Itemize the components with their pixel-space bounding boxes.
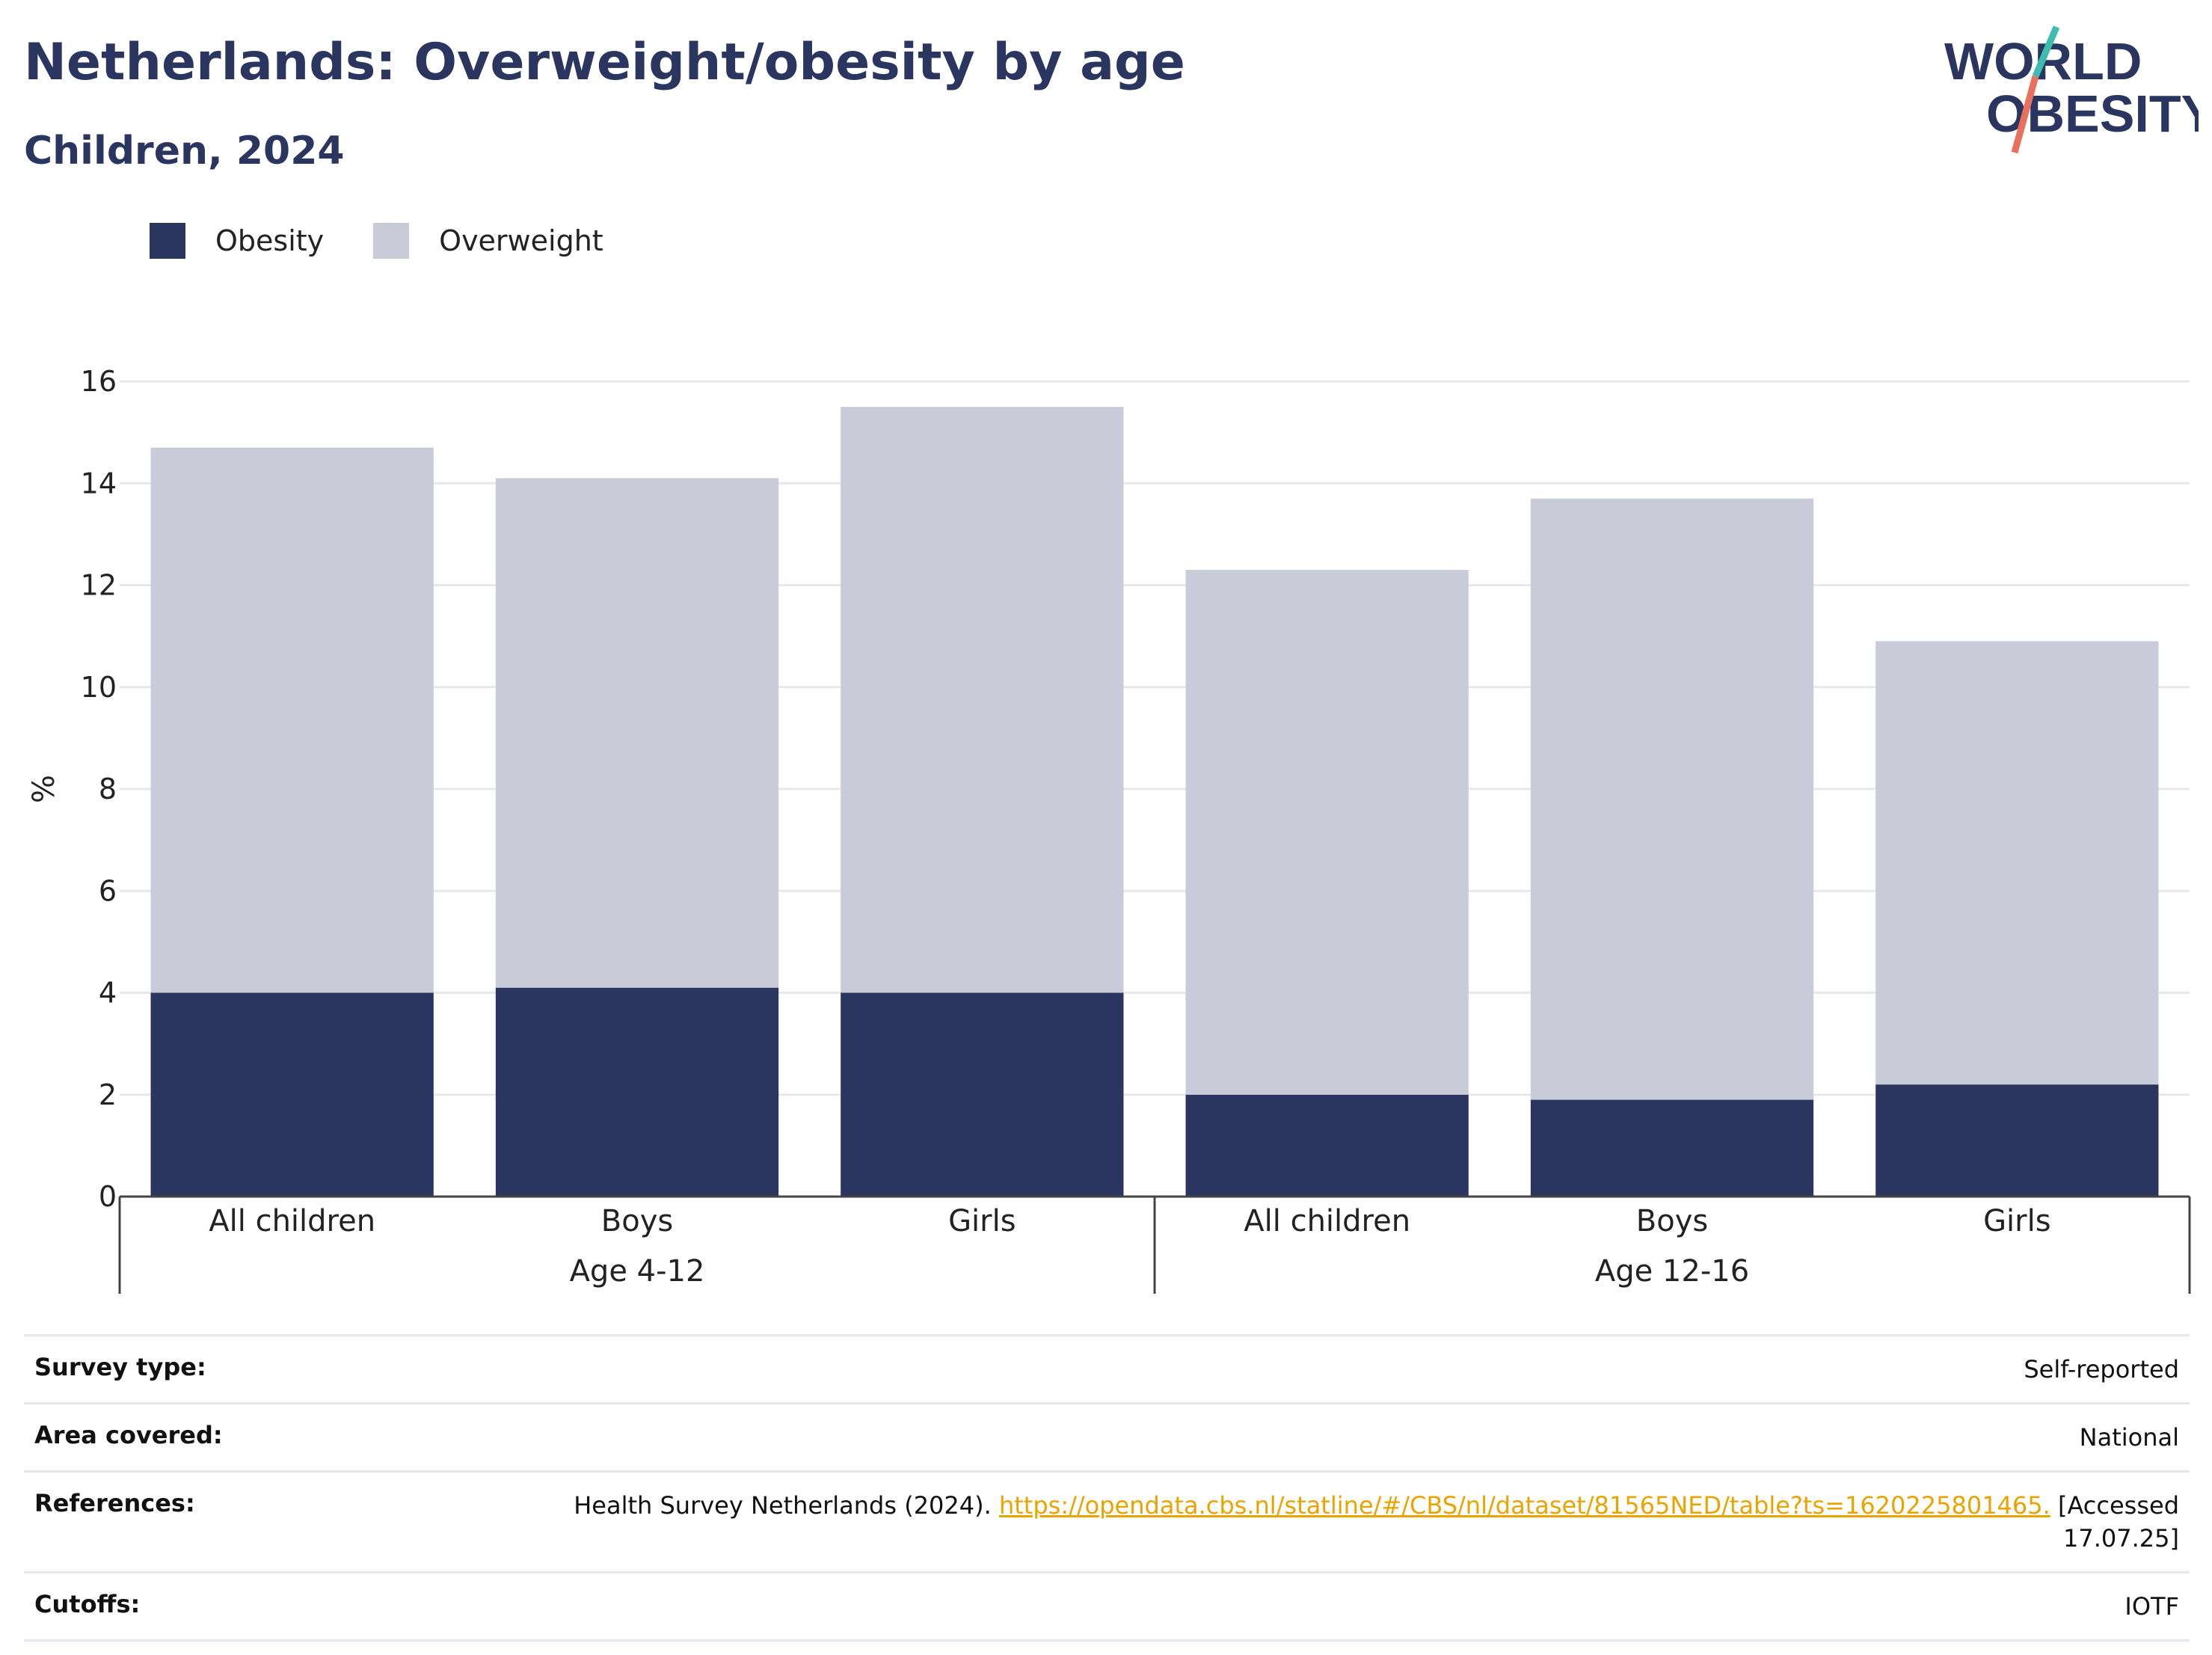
y-tick-label: 4 [99, 977, 117, 1010]
logo-coral-stroke [2011, 75, 2039, 154]
y-tick-label: 16 [81, 365, 117, 398]
legend: Obesity Overweight [150, 223, 653, 259]
references-value: Health Survey Netherlands (2024). https:… [459, 1489, 2179, 1555]
stacked-bar-chart: 0 2 4 6 8 10 12 14 16% All children Boys Girls All c… [27, 365, 2191, 1294]
logo-teal-stroke [2032, 25, 2060, 78]
references-accessed: [Accessed 17.07.25] [2050, 1491, 2179, 1553]
x-tick-label: Girls [948, 1204, 1016, 1238]
bar-obesity [841, 992, 1124, 1197]
y-axis-label: % [27, 775, 61, 803]
area-covered-value: National [2079, 1423, 2179, 1452]
area-covered-label: Area covered: [34, 1421, 223, 1449]
y-tick-label: 10 [81, 671, 117, 704]
y-tick-label: 6 [99, 874, 117, 907]
legend-swatch-obesity [150, 223, 185, 259]
bar-obesity [1185, 1094, 1469, 1197]
bar-overweight [841, 407, 1124, 993]
x-tick-label: All children [209, 1204, 375, 1238]
cutoffs-value: IOTF [2125, 1592, 2179, 1621]
meta-row-survey-type: Survey type: Self-reported [24, 1334, 2190, 1402]
chart-subtitle: Children, 2024 [24, 129, 345, 174]
bar-overweight [1875, 641, 2159, 1085]
world-obesity-logo: WORLD OBESITY [1944, 25, 2199, 154]
bar-overweight [1185, 570, 1469, 1095]
x-tick-label: Boys [601, 1204, 673, 1238]
legend-label-obesity[interactable]: Obesity [215, 224, 325, 257]
group-label: Age 4-12 [570, 1254, 705, 1289]
meta-row-cutoffs: Cutoffs: IOTF [24, 1571, 2190, 1642]
y-tick-label: 8 [99, 773, 117, 805]
bar-overweight [1530, 498, 1814, 1100]
y-tick-label: 0 [99, 1180, 117, 1213]
survey-type-label: Survey type: [34, 1353, 206, 1381]
bar-obesity [1530, 1099, 1814, 1197]
metadata-table: Survey type: Self-reported Area covered:… [24, 1334, 2190, 1642]
y-tick-label: 14 [81, 467, 117, 500]
references-label: References: [34, 1489, 195, 1517]
chart-title: Netherlands: Overweight/obesity by age [24, 33, 1185, 92]
bar-overweight [150, 447, 434, 993]
legend-label-overweight[interactable]: Overweight [439, 224, 603, 257]
meta-row-area: Area covered: National [24, 1402, 2190, 1470]
x-tick-label: Girls [1983, 1204, 2051, 1238]
references-text: Health Survey Netherlands (2024). [574, 1491, 999, 1520]
legend-swatch-overweight [373, 223, 410, 259]
survey-type-value: Self-reported [2024, 1355, 2179, 1384]
x-tick-label: All children [1244, 1204, 1410, 1238]
bar-obesity [150, 992, 434, 1197]
bar-obesity [1875, 1084, 2159, 1197]
bar-overweight [495, 478, 779, 988]
y-tick-label: 12 [81, 569, 117, 602]
meta-row-references: References: Health Survey Netherlands (2… [24, 1470, 2190, 1571]
bar-obesity [495, 987, 779, 1197]
y-tick-label: 2 [99, 1078, 117, 1111]
group-label: Age 12-16 [1595, 1254, 1749, 1289]
references-link[interactable]: https://opendata.cbs.nl/statline/#/CBS/n… [998, 1491, 2050, 1520]
cutoffs-label: Cutoffs: [34, 1590, 141, 1618]
x-tick-label: Boys [1636, 1204, 1708, 1238]
